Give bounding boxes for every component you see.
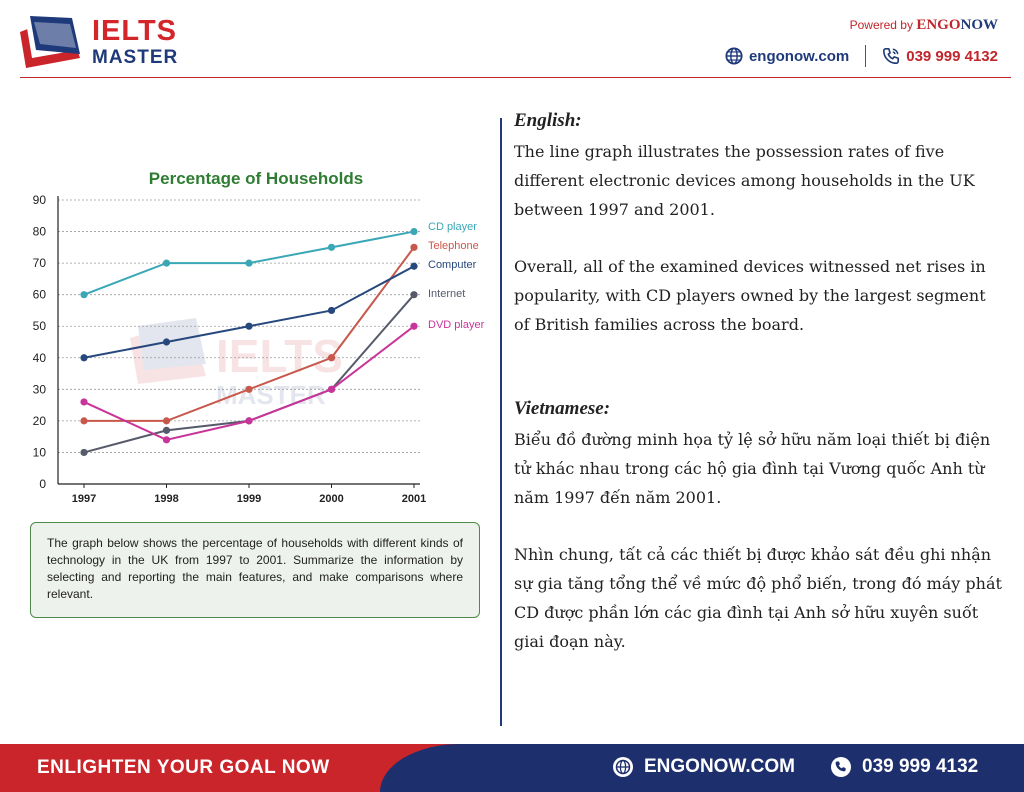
logo-wordmark-master: MASTER — [92, 47, 179, 68]
y-tick-label: 10 — [33, 445, 47, 459]
header-website-text: engonow.com — [748, 47, 850, 65]
phone-icon — [883, 47, 900, 65]
data-point — [245, 322, 253, 330]
data-point — [80, 354, 88, 362]
data-point — [245, 417, 253, 425]
data-point — [80, 398, 88, 406]
footer-phone[interactable]: 039 999 4132 — [830, 756, 978, 778]
data-point — [410, 227, 418, 236]
powered-by-prefix: Powered by — [849, 18, 917, 32]
header-phone[interactable]: 039 999 4132 — [882, 47, 998, 65]
brand-engo: ENGO — [916, 17, 961, 33]
globe-icon — [613, 757, 633, 777]
data-point — [162, 417, 171, 425]
y-tick-label: 50 — [33, 319, 47, 333]
data-point — [410, 322, 418, 330]
column-divider — [500, 118, 502, 726]
footer-website[interactable]: ENGONOW.COM — [612, 756, 795, 778]
phone-icon — [831, 757, 851, 777]
data-point — [245, 385, 253, 393]
y-tick-label: 40 — [33, 351, 47, 365]
y-tick-label: 60 — [33, 288, 47, 302]
english-paragraph-2: Overall, all of the examined devices wit… — [514, 257, 986, 334]
explanation-column: English: The line graph illustrates the … — [514, 108, 1004, 656]
data-point — [80, 291, 88, 299]
footer-website-text: ENGONOW.COM — [644, 756, 795, 777]
powered-by-label: Powered by ENGONOW — [850, 17, 998, 34]
footer-slogan: ENLIGHTEN YOUR GOAL NOW — [37, 757, 330, 778]
y-tick-label: 0 — [39, 477, 46, 491]
data-point — [410, 262, 418, 270]
data-point — [327, 243, 336, 251]
x-tick-label: 1999 — [237, 493, 261, 505]
line-chart: IELTS MASTER 0 10 20 30 40 50 60 70 80 90 1997 1998… — [33, 169, 485, 505]
vietnamese-paragraph-2: Nhìn chung, tất cả các thiết bị được khả… — [514, 545, 1002, 651]
y-tick-label: 70 — [33, 256, 47, 270]
task-prompt-box: The graph below shows the percentage of … — [30, 522, 480, 618]
chart-title: Percentage of Households — [149, 169, 363, 188]
header-divider — [20, 77, 1011, 78]
data-point — [327, 306, 336, 315]
header-phone-text: 039 999 4132 — [906, 47, 998, 65]
svg-text:IELTS: IELTS — [216, 330, 343, 382]
data-point — [162, 338, 171, 346]
series-label: CD player — [428, 221, 477, 233]
brand-now: NOW — [960, 17, 999, 33]
data-point — [327, 385, 336, 393]
y-tick-label: 90 — [33, 193, 47, 207]
series-label: DVD player — [428, 319, 485, 331]
data-point — [327, 354, 336, 362]
y-tick-label: 30 — [33, 382, 47, 396]
header-contact: engonow.com 039 999 4132 — [725, 44, 998, 68]
english-paragraph-1: The line graph illustrates the possessio… — [514, 142, 975, 219]
page-footer: ENLIGHTEN YOUR GOAL NOW ENGONOW.COM 039 … — [0, 744, 1024, 792]
vietnamese-heading: Vietnamese: — [514, 398, 611, 419]
header-website[interactable]: engonow.com — [725, 47, 849, 65]
contact-divider — [865, 45, 867, 67]
logo-wordmark-ielts: IELTS — [92, 15, 178, 47]
page-header: IELTS MASTER Powered by ENGONOW engonow.… — [0, 0, 1024, 80]
data-point — [410, 291, 418, 299]
footer-blue-band — [380, 744, 1024, 792]
footer-phone-text: 039 999 4132 — [862, 756, 979, 777]
series-label: Computer — [428, 259, 477, 271]
ielts-master-logo-mark — [20, 14, 80, 68]
task-prompt-text: The graph below shows the percentage of … — [47, 536, 463, 601]
x-tick-label: 2000 — [319, 493, 343, 505]
watermark-logo: IELTS MASTER — [130, 318, 343, 410]
y-tick-label: 20 — [33, 414, 47, 428]
y-tick-label: 80 — [33, 225, 47, 239]
series-label: Internet — [428, 288, 465, 300]
data-point — [162, 426, 171, 434]
globe-icon — [725, 47, 743, 65]
data-point — [80, 417, 88, 425]
data-point — [80, 448, 88, 457]
vietnamese-paragraph-1: Biểu đồ đường minh họa tỷ lệ sở hữu năm … — [514, 430, 991, 507]
data-point — [245, 259, 253, 267]
chart-labels: 0 10 20 30 40 50 60 70 80 90 1997 1998 1999 2000 2001 C… — [33, 193, 485, 505]
data-point — [162, 259, 171, 267]
chart-axes — [57, 196, 420, 488]
x-tick-label: 2001 — [402, 493, 426, 505]
data-point — [162, 436, 171, 444]
x-tick-label: 1997 — [72, 493, 96, 505]
data-point — [410, 243, 418, 251]
series-label: Telephone — [428, 240, 479, 252]
x-tick-label: 1998 — [154, 493, 178, 505]
english-heading: English: — [514, 110, 582, 131]
chart-series — [80, 227, 418, 457]
